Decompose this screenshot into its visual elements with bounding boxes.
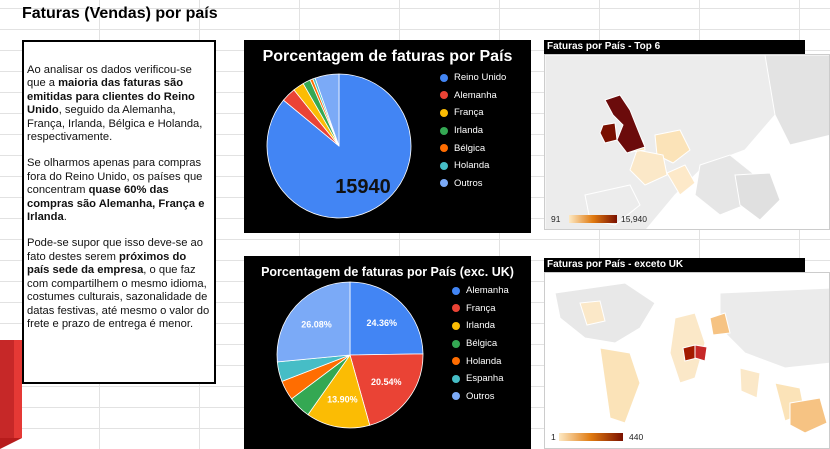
pie-slice-alemanha[interactable]	[349, 281, 424, 356]
legend-label: Outros	[466, 390, 495, 402]
page-title: Faturas (Vendas) por país	[22, 5, 218, 22]
map-max-label: 15,940	[621, 214, 647, 224]
data-label: 15940	[335, 176, 391, 198]
map-title: Faturas por País - exceto UK	[544, 258, 805, 272]
legend-dot-icon	[440, 179, 448, 188]
legend-label: Reino Unido	[454, 72, 507, 84]
analysis-paragraph-2: Se olharmos apenas para compras fora do …	[27, 157, 210, 224]
body-text: Se olharmos apenas para compras fora do …	[27, 157, 203, 197]
map-min-label: 1	[551, 432, 556, 442]
body-text: , o que faz com compartilhem o mesmo idi…	[27, 264, 210, 330]
data-label: 20.54%	[371, 377, 402, 387]
pie-slice-frança[interactable]	[349, 353, 424, 426]
legend-dot-icon	[440, 161, 448, 170]
legend-label: França	[466, 302, 496, 314]
legend-dot-icon	[440, 73, 448, 82]
legend-dot-icon	[452, 392, 460, 401]
legend-dot-icon	[452, 339, 460, 348]
pie-svg: 15940	[266, 73, 412, 219]
legend-label: Outros	[454, 177, 483, 189]
legend-item[interactable]: Espanha	[452, 370, 509, 388]
legend-item[interactable]: Outros	[452, 388, 509, 406]
data-label: 26.08%	[301, 320, 332, 330]
pie-slice-outros[interactable]	[314, 73, 340, 147]
pie-svg: 24.36% 20.54% 13.90% 26.08%	[276, 281, 424, 429]
legend-label: Bélgica	[466, 338, 498, 350]
legend-dot-icon	[440, 126, 448, 135]
pie-chart-exc-uk[interactable]: Porcentagem de faturas por País (exc. UK…	[244, 256, 531, 449]
map-legend-gradient	[559, 433, 623, 441]
map-min-label: 91	[551, 214, 561, 224]
geo-map-top6[interactable]: 91 15,940	[544, 54, 830, 230]
data-label: 24.36%	[366, 318, 397, 328]
legend-label: Irlanda	[466, 320, 496, 332]
legend-label: Irlanda	[454, 125, 484, 137]
legend-label: Espanha	[466, 373, 504, 385]
body-text: Pode-se supor que isso deve-se ao fato d…	[27, 237, 204, 263]
legend-label: Bélgica	[454, 142, 486, 154]
legend-dot-icon	[452, 374, 460, 383]
legend-dot-icon	[440, 144, 448, 153]
legend-dot-icon	[452, 357, 460, 366]
legend-dot-icon	[452, 304, 460, 313]
legend: Alemanha França Irlanda Bélgica Holanda Espan…	[452, 282, 509, 405]
legend-item[interactable]: Bélgica	[440, 139, 506, 157]
legend-item[interactable]: Reino Unido	[440, 69, 506, 87]
arrow-decoration	[0, 340, 22, 449]
body-text: , seguido da Alemanha, França, Irlanda, …	[27, 104, 203, 144]
europe-map	[545, 55, 829, 229]
legend-item[interactable]: Holanda	[440, 157, 506, 175]
legend-dot-icon	[440, 108, 448, 117]
highlighted-text: quase 60% das compras são Alemanha, Fran…	[27, 184, 205, 224]
analysis-text-box: Ao analisar os dados verificou-se que a …	[22, 40, 216, 384]
pie-chart-all[interactable]: Porcentagem de faturas por País 15940 Re…	[244, 40, 531, 233]
chart-title: Porcentagem de faturas por País	[262, 48, 513, 65]
legend-item[interactable]: França	[440, 104, 506, 122]
legend: Reino Unido Alemanha França Irlanda Bélgica H…	[440, 69, 506, 192]
legend-label: Alemanha	[454, 89, 497, 101]
legend-item[interactable]: Alemanha	[452, 282, 509, 300]
map-title: Faturas por País - Top 6	[544, 40, 805, 54]
legend-dot-icon	[452, 321, 460, 330]
legend-label: Holanda	[466, 355, 502, 367]
legend-dot-icon	[440, 91, 448, 100]
body-text: .	[63, 211, 67, 224]
map-max-label: 440	[629, 432, 644, 442]
pie-slice-reino-unido[interactable]	[266, 73, 412, 219]
legend-label: Holanda	[454, 160, 490, 172]
geo-map-exc-uk[interactable]: 1 440	[544, 272, 830, 449]
legend-item[interactable]: França	[452, 300, 509, 318]
analysis-paragraph-3: Pode-se supor que isso deve-se ao fato d…	[27, 237, 210, 331]
body-text: Ao analisar os dados verificou-se que a	[27, 64, 192, 90]
legend-label: França	[454, 107, 484, 119]
map-legend-gradient	[569, 215, 617, 223]
highlighted-text: maioria das faturas são emitidas para cl…	[27, 77, 195, 117]
legend-dot-icon	[452, 286, 460, 295]
legend-item[interactable]: Alemanha	[440, 87, 506, 105]
world-map	[554, 282, 829, 434]
legend-item[interactable]: Irlanda	[440, 122, 506, 140]
data-label: 13.90%	[327, 395, 358, 405]
analysis-paragraph-1: Ao analisar os dados verificou-se que a …	[27, 64, 210, 144]
legend-item[interactable]: Outros	[440, 175, 506, 193]
legend-item[interactable]: Irlanda	[452, 317, 509, 335]
legend-label: Alemanha	[466, 285, 509, 297]
legend-item[interactable]: Holanda	[452, 352, 509, 370]
pie-slice-outros[interactable]	[276, 281, 351, 363]
chart-title: Porcentagem de faturas por País (exc. UK…	[261, 265, 514, 279]
highlighted-text: próximos do país sede da empresa	[27, 250, 187, 277]
legend-item[interactable]: Bélgica	[452, 335, 509, 353]
pie-slice-irlanda[interactable]	[307, 354, 371, 429]
